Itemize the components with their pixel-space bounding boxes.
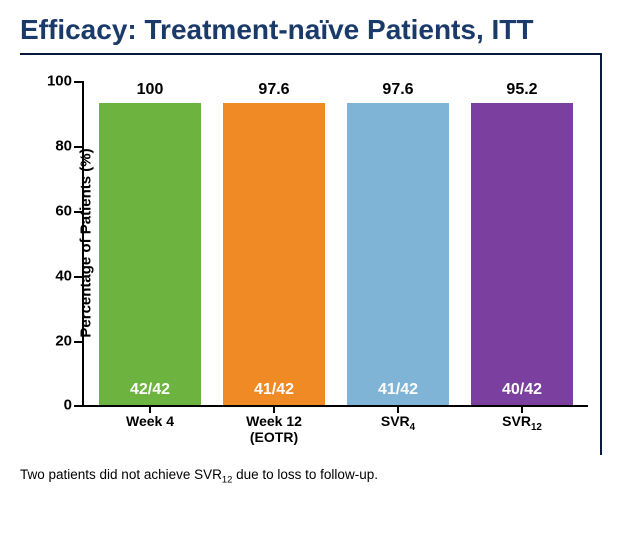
plot-area: Percentage of Patients (%) 10042/42Week … <box>82 81 588 407</box>
x-tick <box>273 405 275 413</box>
bar-fraction-label: 41/42 <box>223 381 325 399</box>
bar-slot: 95.240/42SVR12 <box>460 81 584 405</box>
bar: 42/42 <box>99 103 201 405</box>
x-tick-label: Week 4 <box>126 413 174 429</box>
y-tick-label: 0 <box>64 397 72 414</box>
chart-container: Percentage of Patients (%) 10042/42Week … <box>20 53 602 455</box>
bar: 40/42 <box>471 103 573 405</box>
x-tick <box>149 405 151 413</box>
chart-title: Efficacy: Treatment-naïve Patients, ITT <box>18 10 602 53</box>
x-tick <box>397 405 399 413</box>
x-tick <box>521 405 523 413</box>
x-tick-label: Week 12(EOTR) <box>246 413 302 445</box>
bar-value-label: 97.6 <box>382 81 413 99</box>
bars-group: 10042/42Week 497.641/42Week 12(EOTR)97.6… <box>84 81 588 405</box>
y-tick <box>74 341 84 343</box>
bar: 41/42 <box>347 103 449 405</box>
y-tick <box>74 405 84 407</box>
bar-fraction-label: 42/42 <box>99 381 201 399</box>
y-tick-label: 100 <box>47 73 72 90</box>
bar-value-label: 100 <box>137 81 164 99</box>
bar: 41/42 <box>223 103 325 405</box>
y-tick <box>74 146 84 148</box>
y-tick-label: 40 <box>55 267 72 284</box>
x-tick-label: SVR12 <box>502 413 542 433</box>
footnote: Two patients did not achieve SVR12 due t… <box>18 455 602 486</box>
bar-value-label: 95.2 <box>506 81 537 99</box>
bar-fraction-label: 41/42 <box>347 381 449 399</box>
x-tick-label: SVR4 <box>381 413 415 433</box>
y-tick-label: 20 <box>55 332 72 349</box>
bar-value-label: 97.6 <box>258 81 289 99</box>
bar-slot: 97.641/42Week 12(EOTR) <box>212 81 336 405</box>
bar-fraction-label: 40/42 <box>471 381 573 399</box>
y-tick <box>74 211 84 213</box>
y-tick-label: 60 <box>55 202 72 219</box>
bar-slot: 10042/42Week 4 <box>88 81 212 405</box>
y-tick-label: 80 <box>55 138 72 155</box>
bar-slot: 97.641/42SVR4 <box>336 81 460 405</box>
y-tick <box>74 81 84 83</box>
y-tick <box>74 276 84 278</box>
